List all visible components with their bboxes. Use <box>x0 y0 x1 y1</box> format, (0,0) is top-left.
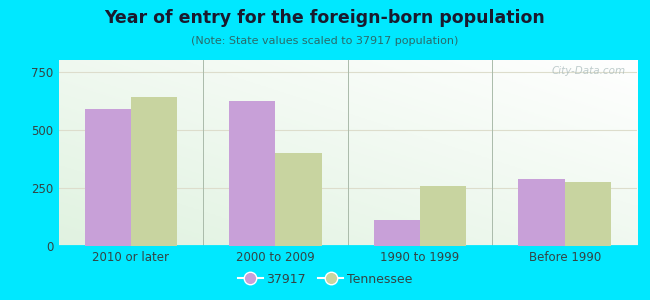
Text: Year of entry for the foreign-born population: Year of entry for the foreign-born popul… <box>105 9 545 27</box>
Bar <box>374 220 420 246</box>
Bar <box>84 109 131 246</box>
Bar <box>519 178 565 246</box>
Bar <box>131 97 177 246</box>
Bar <box>276 153 322 246</box>
Text: City-Data.com: City-Data.com <box>551 66 625 76</box>
Legend: 37917, Tennessee: 37917, Tennessee <box>233 268 417 291</box>
Bar <box>565 182 611 246</box>
Bar <box>420 185 466 246</box>
Bar <box>229 101 276 246</box>
Text: (Note: State values scaled to 37917 population): (Note: State values scaled to 37917 popu… <box>191 36 459 46</box>
